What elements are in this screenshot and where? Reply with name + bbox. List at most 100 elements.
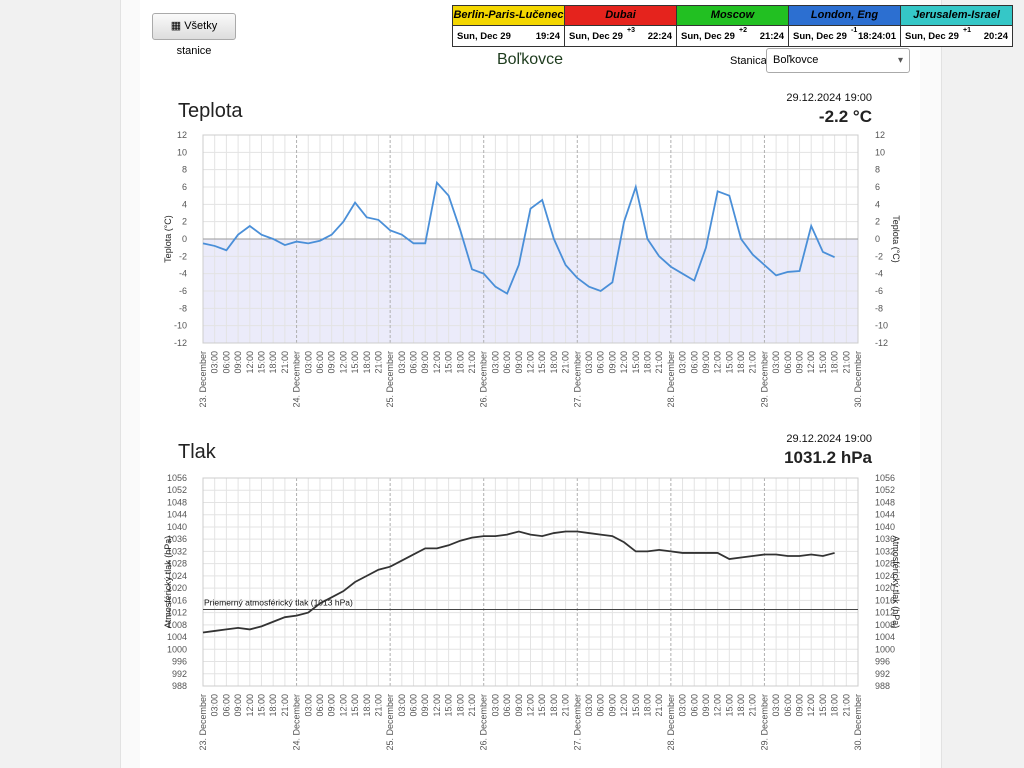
station-title: Boľkovce <box>496 51 564 68</box>
clock-offset: -1 <box>851 27 858 34</box>
clock: Dubai Sun, Dec 29 +3 22:24 <box>565 6 677 46</box>
clock-date: Sun, Dec 29 <box>905 31 959 42</box>
clock-row: Sun, Dec 29 -1 18:24:01 <box>789 26 900 46</box>
station-select[interactable]: Boľkovce <box>766 48 910 73</box>
x-tick-label: 09:00 <box>607 351 617 374</box>
x-tick-label: 18:00 <box>549 351 559 374</box>
x-tick-label: 18:00 <box>736 694 746 717</box>
y-axis-title: Teplota (°C) <box>163 215 173 263</box>
x-tick-label: 09:00 <box>233 351 243 374</box>
clock-date: Sun, Dec 29 <box>569 31 623 42</box>
clock-offset: +3 <box>627 27 635 34</box>
clock-city: Berlin-Paris-Lučenec <box>453 6 564 26</box>
station-label: Stanica: <box>730 55 770 67</box>
clock-row: Sun, Dec 29 +1 20:24 <box>901 26 1012 46</box>
x-tick-label: 09:00 <box>420 351 430 374</box>
clock-city: Dubai <box>565 6 676 26</box>
clock: Jerusalem-Israel Sun, Dec 29 +1 20:24 <box>901 6 1012 46</box>
y-tick-label: -8 <box>179 303 187 313</box>
x-tick-label: 03:00 <box>303 351 313 374</box>
x-tick-label: 06:00 <box>689 351 699 374</box>
x-tick-label: 06:00 <box>502 351 512 374</box>
y2-tick-label: 1048 <box>875 497 895 507</box>
x-tick-label: 18:00 <box>830 694 840 717</box>
x-tick-label: 18:00 <box>268 351 278 374</box>
chart-title: Teplota <box>178 100 243 122</box>
x-tick-label: 03:00 <box>303 694 313 717</box>
y2-tick-label: -6 <box>875 286 883 296</box>
y2-tick-label: 2 <box>875 217 880 227</box>
x-tick-label: 15:00 <box>631 694 641 717</box>
clock-city: London, Eng <box>789 6 900 26</box>
x-tick-label: 28. December <box>666 694 676 751</box>
y2-tick-label: -8 <box>875 303 883 313</box>
x-tick-label: 06:00 <box>689 694 699 717</box>
x-tick-label: 09:00 <box>607 694 617 717</box>
x-tick-label: 21:00 <box>280 694 290 717</box>
x-tick-label: 18:00 <box>642 351 652 374</box>
y2-axis-title: Atmosférický tlak (hPa) <box>891 536 901 629</box>
x-tick-label: 21:00 <box>373 694 383 717</box>
y2-tick-label: 992 <box>875 669 890 679</box>
x-tick-label: 30. December <box>853 694 863 751</box>
y-tick-label: 1024 <box>167 571 187 581</box>
x-tick-label: 12:00 <box>432 694 442 717</box>
x-tick-label: 12:00 <box>338 694 348 717</box>
y-tick-label: 12 <box>177 130 187 140</box>
y2-tick-label: -2 <box>875 251 883 261</box>
clock-time: 19:24 <box>535 31 560 42</box>
y-tick-label: 1016 <box>167 595 187 605</box>
y2-tick-label: 1056 <box>875 473 895 483</box>
x-tick-label: 09:00 <box>514 351 524 374</box>
y2-tick-label: -12 <box>875 338 888 348</box>
y2-tick-label: 4 <box>875 199 880 209</box>
x-tick-label: 15:00 <box>631 351 641 374</box>
x-tick-label: 23. December <box>198 351 208 408</box>
y-tick-label: 1028 <box>167 559 187 569</box>
y-tick-label: 1040 <box>167 522 187 532</box>
selected: Boľkovce <box>773 54 819 66</box>
x-tick-label: 03:00 <box>490 351 500 374</box>
x-tick-label: 03:00 <box>210 351 220 374</box>
all-stations-button[interactable]: ▦ Všetky stanice <box>152 13 236 57</box>
x-tick-label: 12:00 <box>713 694 723 717</box>
y-tick-label: 10 <box>177 147 187 157</box>
y2-tick-label: -4 <box>875 269 883 279</box>
x-tick-label: 03:00 <box>584 694 594 717</box>
x-tick-label: 03:00 <box>210 694 220 717</box>
x-tick-label: 25. December <box>385 351 395 408</box>
y-tick-label: 8 <box>182 165 187 175</box>
x-tick-label: 09:00 <box>327 694 337 717</box>
y2-tick-label: 1012 <box>875 608 895 618</box>
x-tick-label: 09:00 <box>701 351 711 374</box>
x-tick-label: 03:00 <box>397 351 407 374</box>
y2-tick-label: 988 <box>875 681 890 691</box>
timestamp: 29.12.2024 19:00 <box>786 433 872 445</box>
clock-date: Sun, Dec 29 <box>681 31 735 42</box>
x-tick-label: 15:00 <box>444 351 454 374</box>
x-tick-label: 06:00 <box>783 351 793 374</box>
y-tick-label: 1052 <box>167 485 187 495</box>
y2-tick-label: 1036 <box>875 534 895 544</box>
x-tick-label: 09:00 <box>795 694 805 717</box>
x-tick-label: 30. December <box>853 351 863 408</box>
x-tick-label: 21:00 <box>467 694 477 717</box>
x-tick-label: 29. December <box>759 351 769 408</box>
x-tick-label: 15:00 <box>256 694 266 717</box>
x-tick-label: 15:00 <box>444 694 454 717</box>
y-tick-label: -2 <box>179 251 187 261</box>
x-tick-label: 03:00 <box>397 694 407 717</box>
x-tick-label: 06:00 <box>783 694 793 717</box>
current-value: -2.2 °C <box>819 107 872 126</box>
x-tick-label: 12:00 <box>526 351 536 374</box>
timestamp: 29.12.2024 19:00 <box>786 92 872 104</box>
x-tick-label: 09:00 <box>420 694 430 717</box>
clocks: Berlin-Paris-Lučenec Sun, Dec 29 19:24 Duba… <box>452 5 1013 47</box>
x-tick-label: 18:00 <box>455 351 465 374</box>
x-tick-label: 06:00 <box>315 694 325 717</box>
x-tick-label: 12:00 <box>619 351 629 374</box>
y2-tick-label: 1004 <box>875 632 895 642</box>
x-tick-label: 03:00 <box>678 351 688 374</box>
y2-tick-label: 1044 <box>875 510 895 520</box>
